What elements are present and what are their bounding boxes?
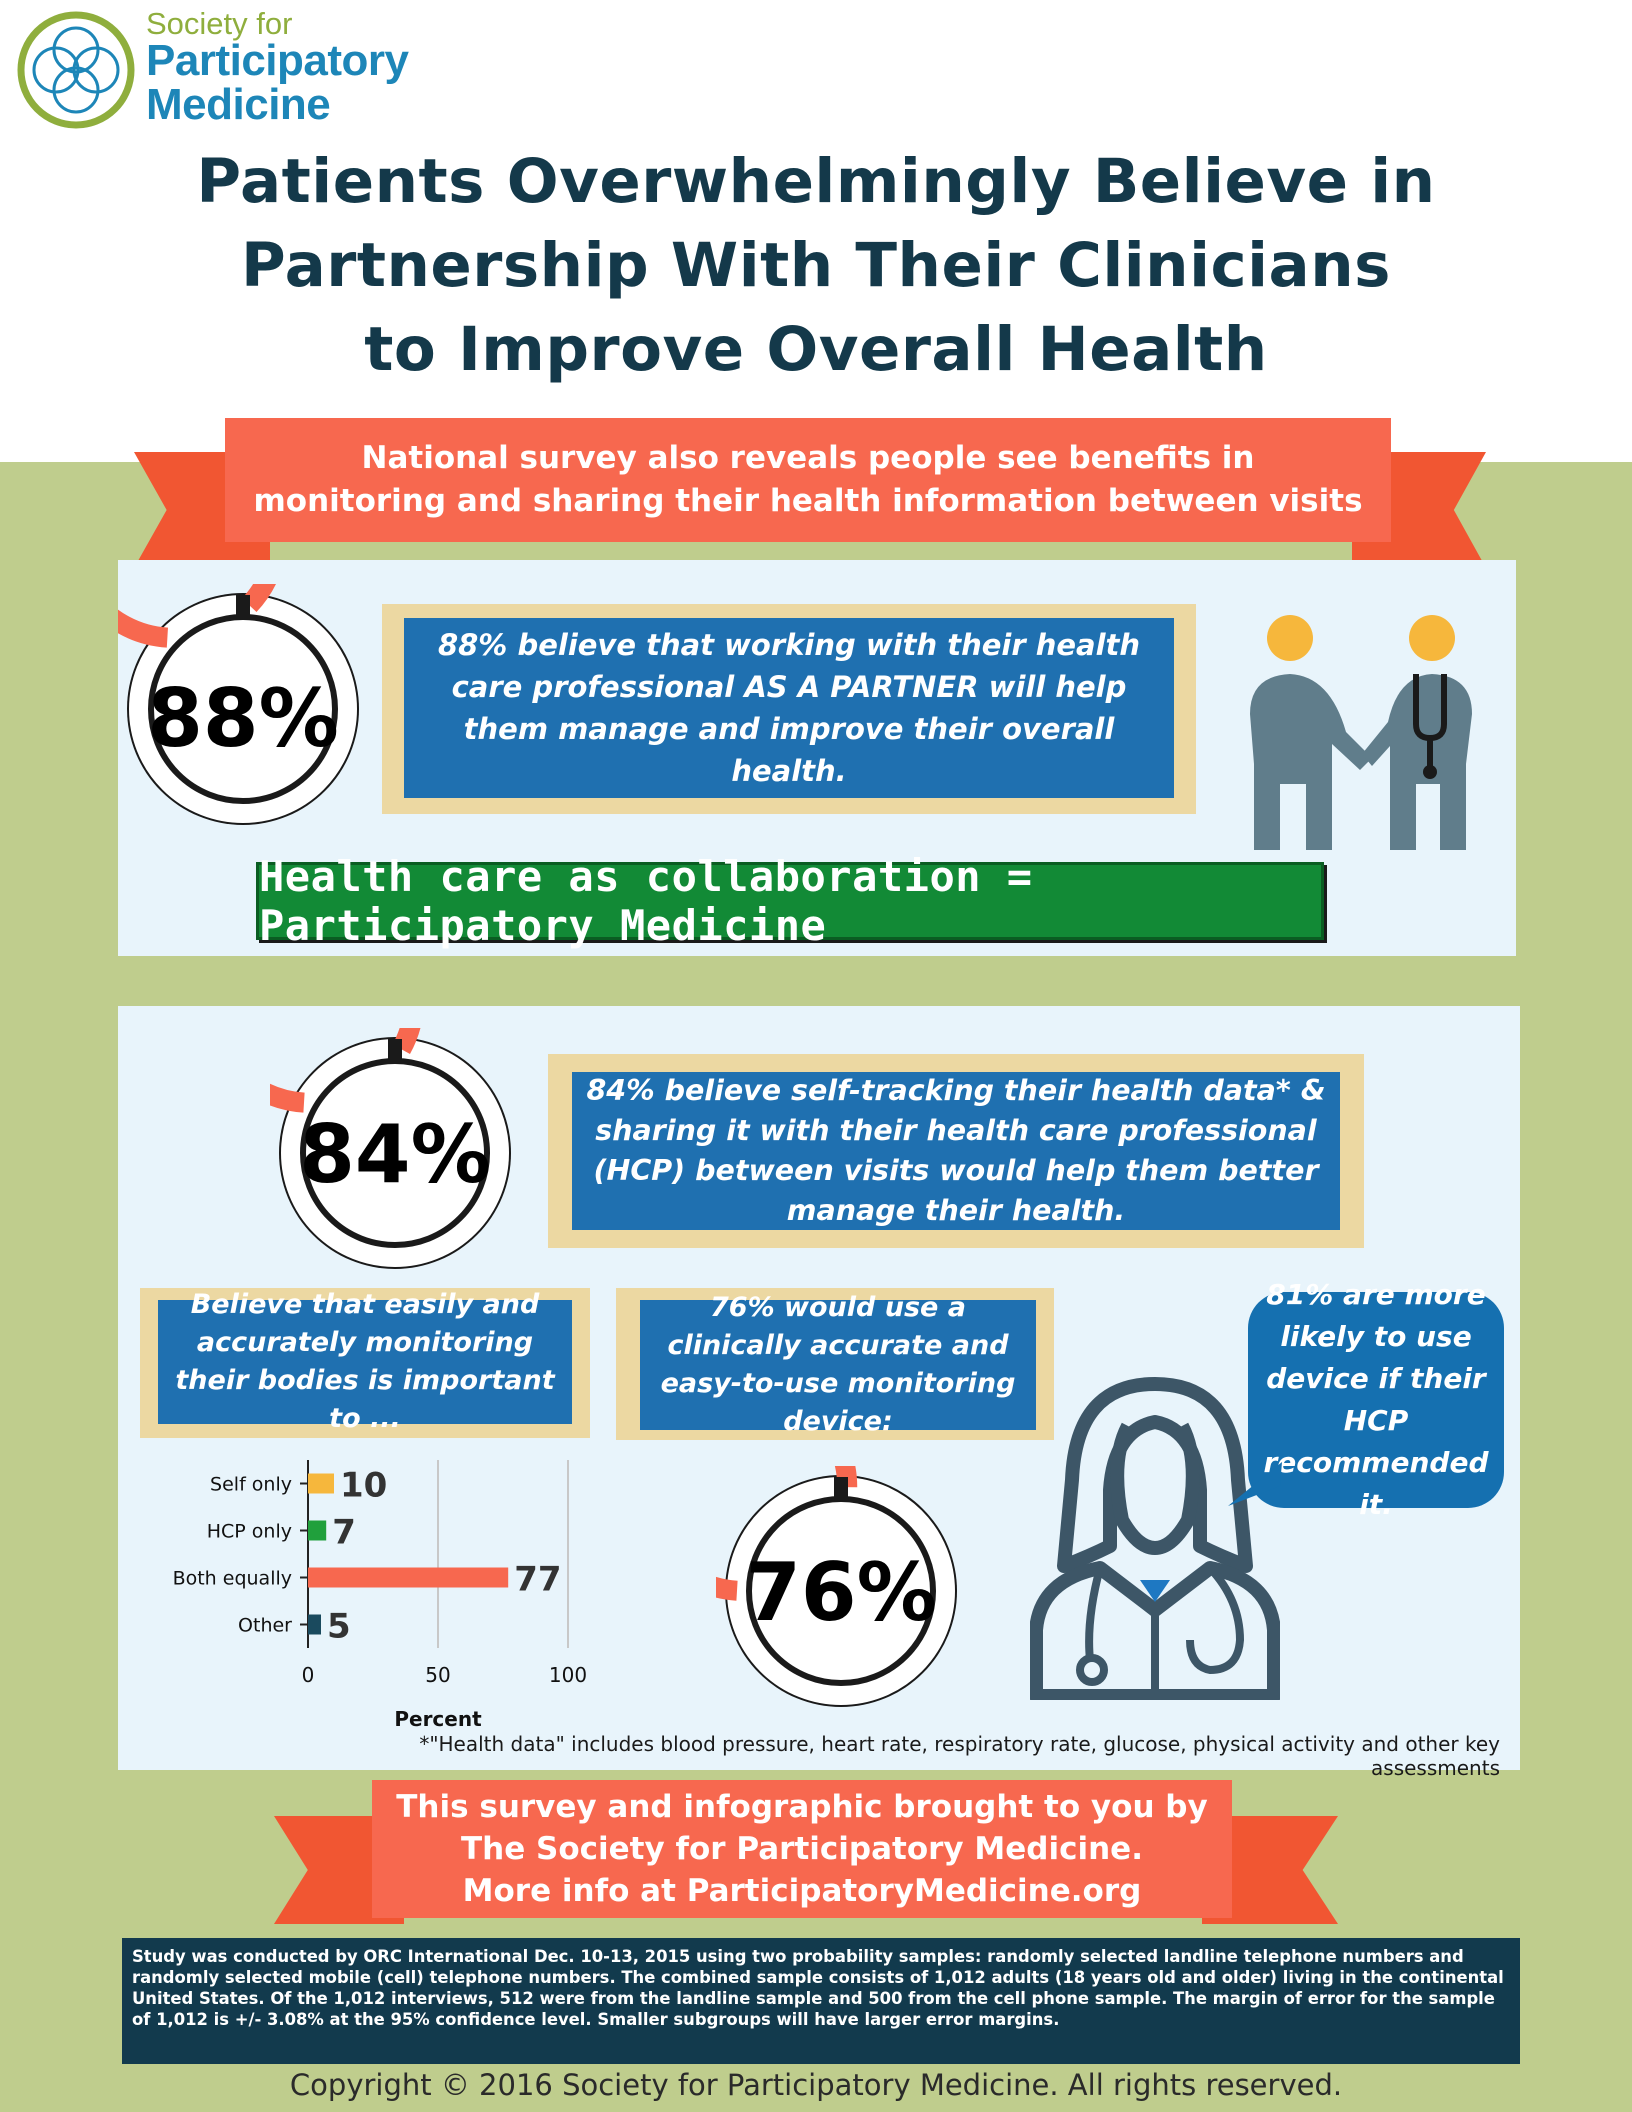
ring-88 — [118, 584, 359, 825]
ring-marker — [388, 1039, 402, 1059]
ring-marker — [834, 1477, 848, 1497]
ring-84 — [270, 1028, 511, 1269]
bar — [308, 1473, 334, 1494]
logo-line-3: Medicine — [146, 80, 331, 129]
bar — [308, 1520, 327, 1541]
stat-88-label: 88% — [147, 672, 339, 765]
title-line-3: to Improve Overall Health — [364, 314, 1268, 385]
ring-inner-outline — [300, 1058, 490, 1248]
title-line-2: Partnership With Their Clinicians — [241, 230, 1391, 301]
header-background — [0, 0, 1632, 462]
ring-marker — [236, 595, 250, 615]
stat-84-label: 84% — [299, 1108, 491, 1201]
ring-inner-outline — [746, 1496, 936, 1686]
credit-text: This survey and infographic brought to y… — [372, 1780, 1232, 1918]
credit-line-2: The Society for Participatory Medicine. — [460, 1831, 1143, 1867]
bar — [308, 1567, 509, 1588]
stat-88-text: 88% believe that working with their heal… — [404, 618, 1174, 798]
handshake-icon — [1250, 615, 1472, 850]
device-text: 76% would use a clinically accurate and … — [640, 1292, 1036, 1437]
logo-icon — [17, 11, 135, 129]
category-label: HCP only — [207, 1521, 292, 1543]
credit-line-1: This survey and infographic brought to y… — [396, 1789, 1208, 1825]
category-label: Self only — [210, 1474, 292, 1496]
collaboration-banner: Health care as collaboration = Participa… — [256, 852, 1324, 950]
bar — [308, 1614, 321, 1635]
credit-line-3: More info at ParticipatoryMedicine.org — [462, 1873, 1142, 1909]
category-label: Other — [238, 1615, 292, 1637]
data-label: 5 — [327, 1607, 351, 1647]
data-label: 10 — [340, 1466, 387, 1506]
ring-center — [749, 1499, 933, 1683]
believe-text: Believe that easily and accurately monit… — [158, 1289, 572, 1434]
logo-line-2: Participatory — [146, 36, 409, 85]
page-title: Patients Overwhelmingly Believe in Partn… — [120, 140, 1512, 392]
speech-bubble: 81% are more likely to use device if the… — [1248, 1278, 1504, 1521]
logo-line-1: Society for — [146, 6, 293, 41]
data-label: 7 — [332, 1513, 356, 1553]
methodology-note: Study was conducted by ORC International… — [122, 1938, 1520, 2064]
subtitle: National survey also reveals people see … — [225, 418, 1391, 542]
monitoring-bar-chart: 0 50 100 Self only 10 HCP only 7 Both equally 77… — [173, 1460, 587, 1730]
ring-inner-outline — [148, 614, 338, 804]
ring-76 — [716, 1466, 957, 1707]
subtitle-line-1: National survey also reveals people see … — [361, 440, 1255, 476]
title-line-1: Patients Overwhelmingly Believe in — [196, 146, 1436, 217]
x-tick-label: 100 — [549, 1663, 587, 1687]
ring-center — [303, 1061, 487, 1245]
stat-84-text: 84% believe self-tracking their health d… — [572, 1072, 1340, 1230]
logo-wordmark: Society for Participatory Medicine — [146, 6, 409, 129]
x-axis-label: Percent — [394, 1707, 482, 1730]
speech-bubble-tail — [1228, 1462, 1282, 1506]
subtitle-line-2: monitoring and sharing their health info… — [253, 483, 1363, 519]
footnote: *"Health data" includes blood pressure, … — [419, 1732, 1500, 1780]
data-label: 77 — [514, 1560, 561, 1600]
doctor-icon — [1030, 1377, 1280, 1700]
copyright: Copyright © 2016 Society for Participato… — [289, 2068, 1343, 2102]
x-tick-label: 50 — [425, 1663, 450, 1687]
ring-center — [151, 617, 335, 801]
x-tick-label: 0 — [302, 1663, 315, 1687]
stat-76-label: 76% — [745, 1546, 937, 1639]
category-label: Both equally — [173, 1568, 292, 1590]
